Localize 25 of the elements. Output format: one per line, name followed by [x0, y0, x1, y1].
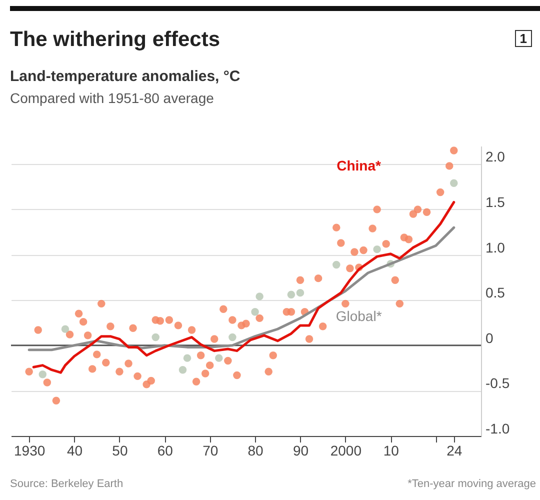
y-tick-label: -0.5: [486, 375, 510, 392]
x-tick-label: 24: [446, 442, 462, 458]
y-tick-label: -1.0: [486, 420, 510, 436]
y-tick-label: 1.5: [486, 194, 506, 210]
y-axis-title: Land-temperature anomalies, °C: [10, 68, 240, 85]
chart-title: The withering effects: [10, 28, 220, 52]
x-tick-label: 2000: [330, 442, 362, 458]
y-tick-label: 0: [486, 330, 494, 346]
x-tick-label: 50: [112, 442, 128, 458]
chart-subtitle: Compared with 1951-80 average: [10, 90, 214, 106]
x-tick-label: 80: [248, 442, 264, 458]
series-label: Global*: [336, 308, 382, 324]
x-tick-label: 90: [292, 442, 309, 458]
y-tick-label: 2.0: [486, 148, 506, 165]
y-tick-label: 0.5: [486, 284, 506, 301]
x-tick-label: 60: [157, 442, 174, 458]
source-note: Source: Berkeley Earth: [10, 478, 124, 490]
text: *Ten-year moving average: [408, 478, 536, 490]
x-tick-label: 70: [202, 442, 218, 458]
x-tick-label: 40: [66, 442, 83, 458]
text: China*: [336, 157, 382, 174]
y-tick-label: 1.0: [486, 239, 506, 256]
text: 1: [514, 30, 532, 47]
x-tick-label: 1930: [14, 442, 46, 458]
x-tick-label: 10: [383, 442, 400, 458]
